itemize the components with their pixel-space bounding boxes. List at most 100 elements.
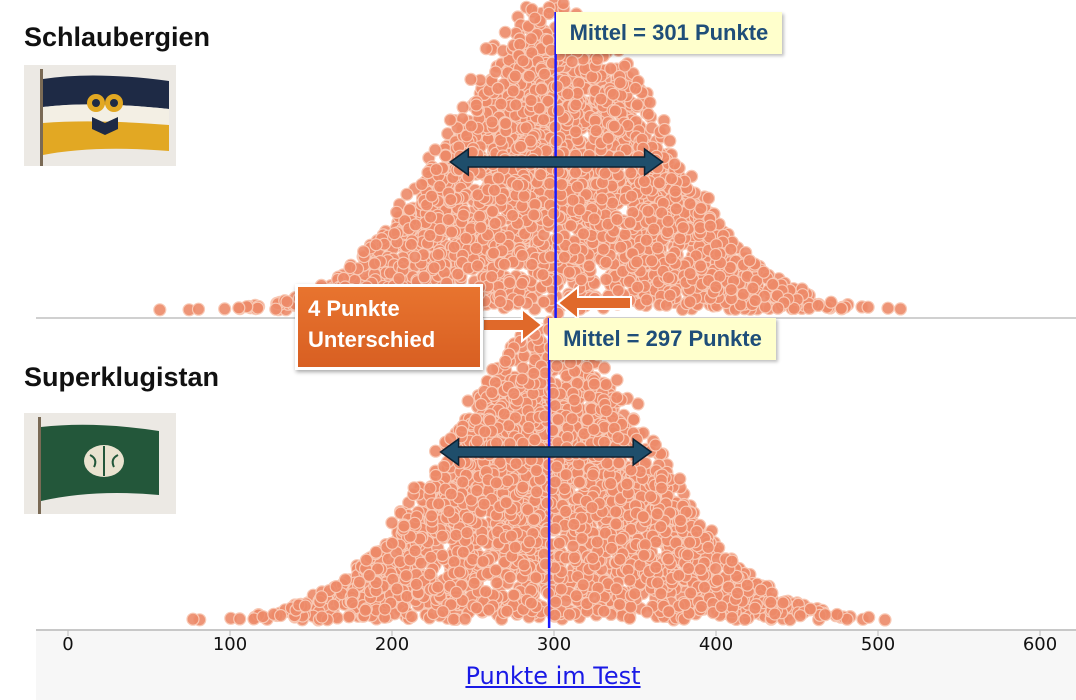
data-point: [893, 302, 908, 316]
data-point: [503, 276, 517, 290]
data-point: [404, 237, 418, 251]
data-point: [572, 203, 587, 217]
data-point: [724, 283, 738, 297]
data-point: [611, 284, 625, 298]
data-point: [811, 298, 825, 312]
data-point: [464, 119, 478, 133]
data-point: [562, 265, 576, 279]
data-point: [556, 0, 570, 11]
data-point: [683, 266, 697, 281]
axis-background: [36, 630, 1076, 700]
data-point: [456, 100, 470, 114]
data-point: [472, 209, 487, 223]
data-point: [485, 204, 500, 218]
data-point: [489, 65, 503, 79]
data-point: [601, 131, 615, 145]
data-point: [647, 222, 661, 236]
data-point: [493, 231, 507, 245]
data-point: [251, 301, 265, 315]
data-point: [400, 187, 414, 201]
data-point: [570, 180, 585, 194]
data-point: [392, 271, 406, 286]
data-point: [515, 248, 529, 262]
data-point: [396, 256, 411, 270]
data-point: [474, 220, 488, 235]
data-point: [431, 247, 445, 262]
data-point: [485, 270, 499, 284]
data-point: [524, 93, 538, 108]
data-point: [191, 302, 206, 316]
data-point: [661, 214, 675, 228]
data-point: [456, 208, 470, 222]
data-point: [522, 69, 536, 83]
data-point: [280, 295, 294, 309]
data-point: [527, 208, 541, 222]
data-point: [618, 227, 632, 241]
data-point: [693, 259, 708, 273]
data-point: [433, 222, 447, 236]
data-point: [624, 189, 639, 203]
data-point: [497, 257, 511, 271]
data-point: [623, 215, 637, 230]
data-point: [561, 87, 575, 101]
data-point: [536, 268, 550, 282]
data-point: [582, 259, 596, 273]
data-point: [408, 250, 422, 264]
data-point: [459, 231, 473, 245]
data-point: [390, 205, 404, 219]
data-point: [641, 107, 655, 121]
data-point: [587, 212, 601, 226]
data-point: [464, 72, 478, 87]
data-point: [645, 254, 659, 268]
data-point: [542, 6, 556, 20]
data-point: [637, 174, 652, 188]
data-point: [343, 260, 357, 275]
data-point: [607, 119, 621, 133]
data-point: [515, 276, 529, 290]
data-point: [461, 394, 475, 408]
data-point: [668, 184, 682, 198]
data-point: [608, 104, 622, 118]
data-point: [443, 113, 457, 127]
data-point: [554, 177, 569, 192]
data-point: [551, 103, 566, 118]
data-point: [385, 516, 399, 530]
data-point: [669, 202, 683, 216]
data-point: [824, 295, 838, 309]
data-point: [709, 247, 723, 262]
data-point: [534, 82, 549, 96]
data-point: [447, 612, 461, 626]
data-point: [493, 295, 507, 309]
data-point: [617, 59, 632, 73]
data-point: [269, 302, 283, 316]
data-point: [445, 225, 459, 239]
data-point: [599, 272, 613, 287]
data-point: [428, 143, 442, 157]
data-point: [610, 212, 624, 227]
data-point: [652, 176, 666, 190]
data-point: [528, 11, 542, 25]
data-point: [701, 191, 716, 205]
data-point: [878, 613, 892, 627]
data-point: [441, 213, 455, 227]
data-point: [516, 54, 530, 68]
data-point: [724, 242, 738, 256]
data-point: [487, 183, 501, 197]
data-point: [703, 219, 717, 233]
data-point: [683, 197, 697, 211]
data-point: [387, 227, 401, 241]
data-point: [709, 280, 723, 294]
data-point: [757, 265, 771, 279]
data-point: [550, 79, 564, 94]
data-point: [650, 241, 665, 255]
data-point: [746, 281, 760, 295]
data-point: [640, 293, 654, 307]
data-point: [357, 245, 371, 259]
data-point: [590, 52, 605, 66]
data-point: [485, 115, 499, 129]
data-point: [742, 254, 757, 268]
data-point: [663, 134, 677, 148]
data-point: [486, 246, 501, 260]
data-point: [881, 301, 895, 315]
